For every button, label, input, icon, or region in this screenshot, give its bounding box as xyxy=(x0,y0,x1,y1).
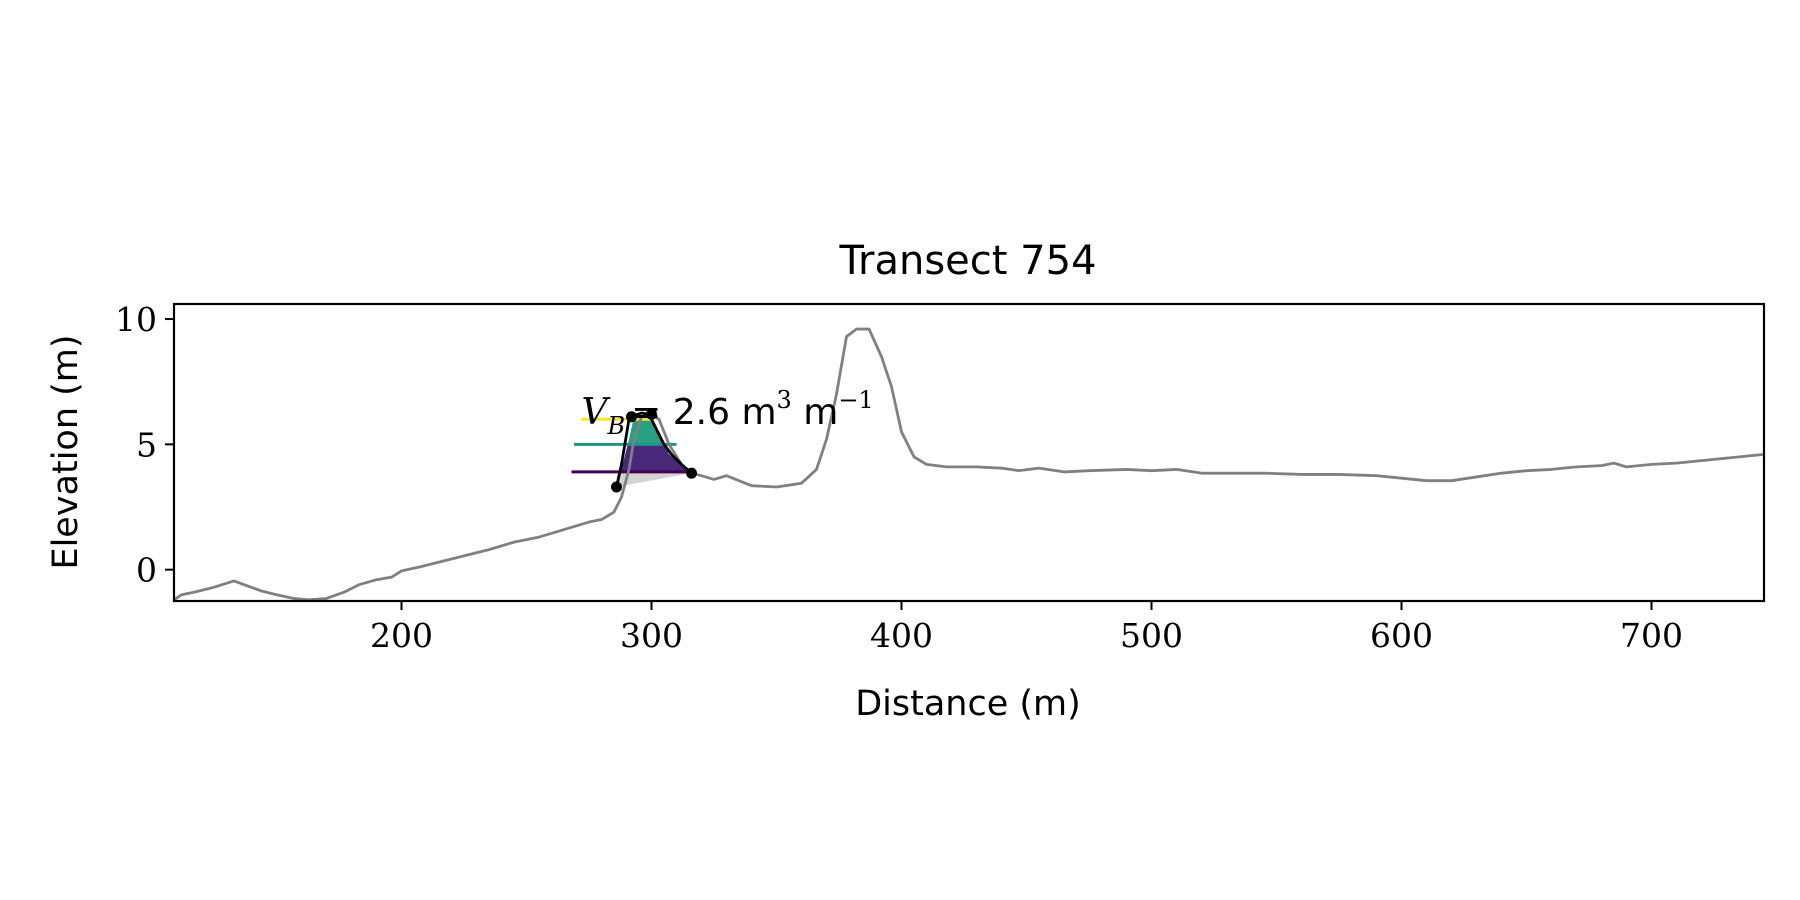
annotation-value: = 2.6 m xyxy=(631,392,776,433)
x-tick-label: 300 xyxy=(620,616,683,655)
y-axis-ticks: 0 5 10 xyxy=(115,300,174,590)
y-tick-label: 5 xyxy=(136,425,157,464)
annotation-subscript: B xyxy=(607,412,626,440)
plot-area xyxy=(174,327,1764,601)
berm-marker-2 xyxy=(646,408,657,420)
x-tick-label: 200 xyxy=(370,616,433,655)
y-tick-label: 10 xyxy=(115,300,157,339)
x-tick-label: 400 xyxy=(870,616,933,655)
annotation-symbol: V xyxy=(582,392,612,433)
annotation-exponent-1: 3 xyxy=(777,386,792,414)
x-tick-label: 700 xyxy=(1620,616,1683,655)
axes-frame xyxy=(172,302,1766,603)
elevation-profile-line xyxy=(174,327,1764,601)
x-tick-label: 500 xyxy=(1120,616,1183,655)
berm-marker-0 xyxy=(611,481,622,493)
x-axis-label: Distance (m) xyxy=(855,684,1081,724)
y-tick-label: 0 xyxy=(136,551,157,590)
annotation-unit-2: m xyxy=(792,392,839,433)
x-tick-label: 600 xyxy=(1370,616,1433,655)
berm-outline xyxy=(615,411,693,488)
berm-marker-1 xyxy=(626,411,637,423)
x-axis-ticks: 200 300 400 500 600 700 xyxy=(370,601,1683,655)
berm-volume-annotation: VB = 2.6 m3 m−1 xyxy=(582,386,874,440)
berm-marker-3 xyxy=(686,467,697,479)
annotation-exponent-2: −1 xyxy=(838,386,873,414)
y-axis-label: Elevation (m) xyxy=(46,334,86,569)
chart-title: Transect 754 xyxy=(838,238,1096,284)
